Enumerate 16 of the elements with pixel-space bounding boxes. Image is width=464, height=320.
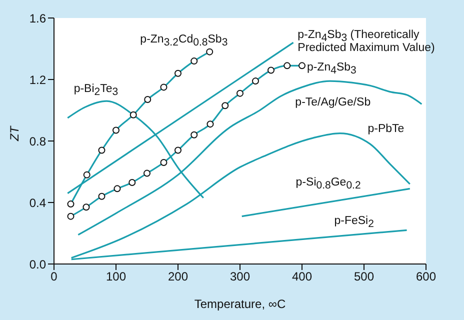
y-tick-label: 0.8 <box>29 134 46 148</box>
series-label: p-PbTe <box>368 122 404 135</box>
y-axis-title: ZT <box>7 124 22 142</box>
y-tick-label: 0.0 <box>29 257 46 272</box>
x-tick-label: 0 <box>50 270 58 284</box>
x-tick-label: 200 <box>168 270 188 284</box>
y-tick-label: 1.6 <box>29 11 46 26</box>
series-label: p-Te/Ag/Ge/Sb <box>295 96 371 109</box>
x-tick-label: 400 <box>292 270 312 284</box>
x-tick-label: 300 <box>230 270 250 284</box>
x-tick-label: 600 <box>416 270 436 284</box>
y-tick-label: 1.2 <box>29 72 46 87</box>
y-tick-label: 0.4 <box>29 196 46 210</box>
x-axis-title: Temperature, ∞C <box>194 297 286 311</box>
x-tick-label: 500 <box>354 270 374 284</box>
x-tick-label: 100 <box>106 270 126 284</box>
